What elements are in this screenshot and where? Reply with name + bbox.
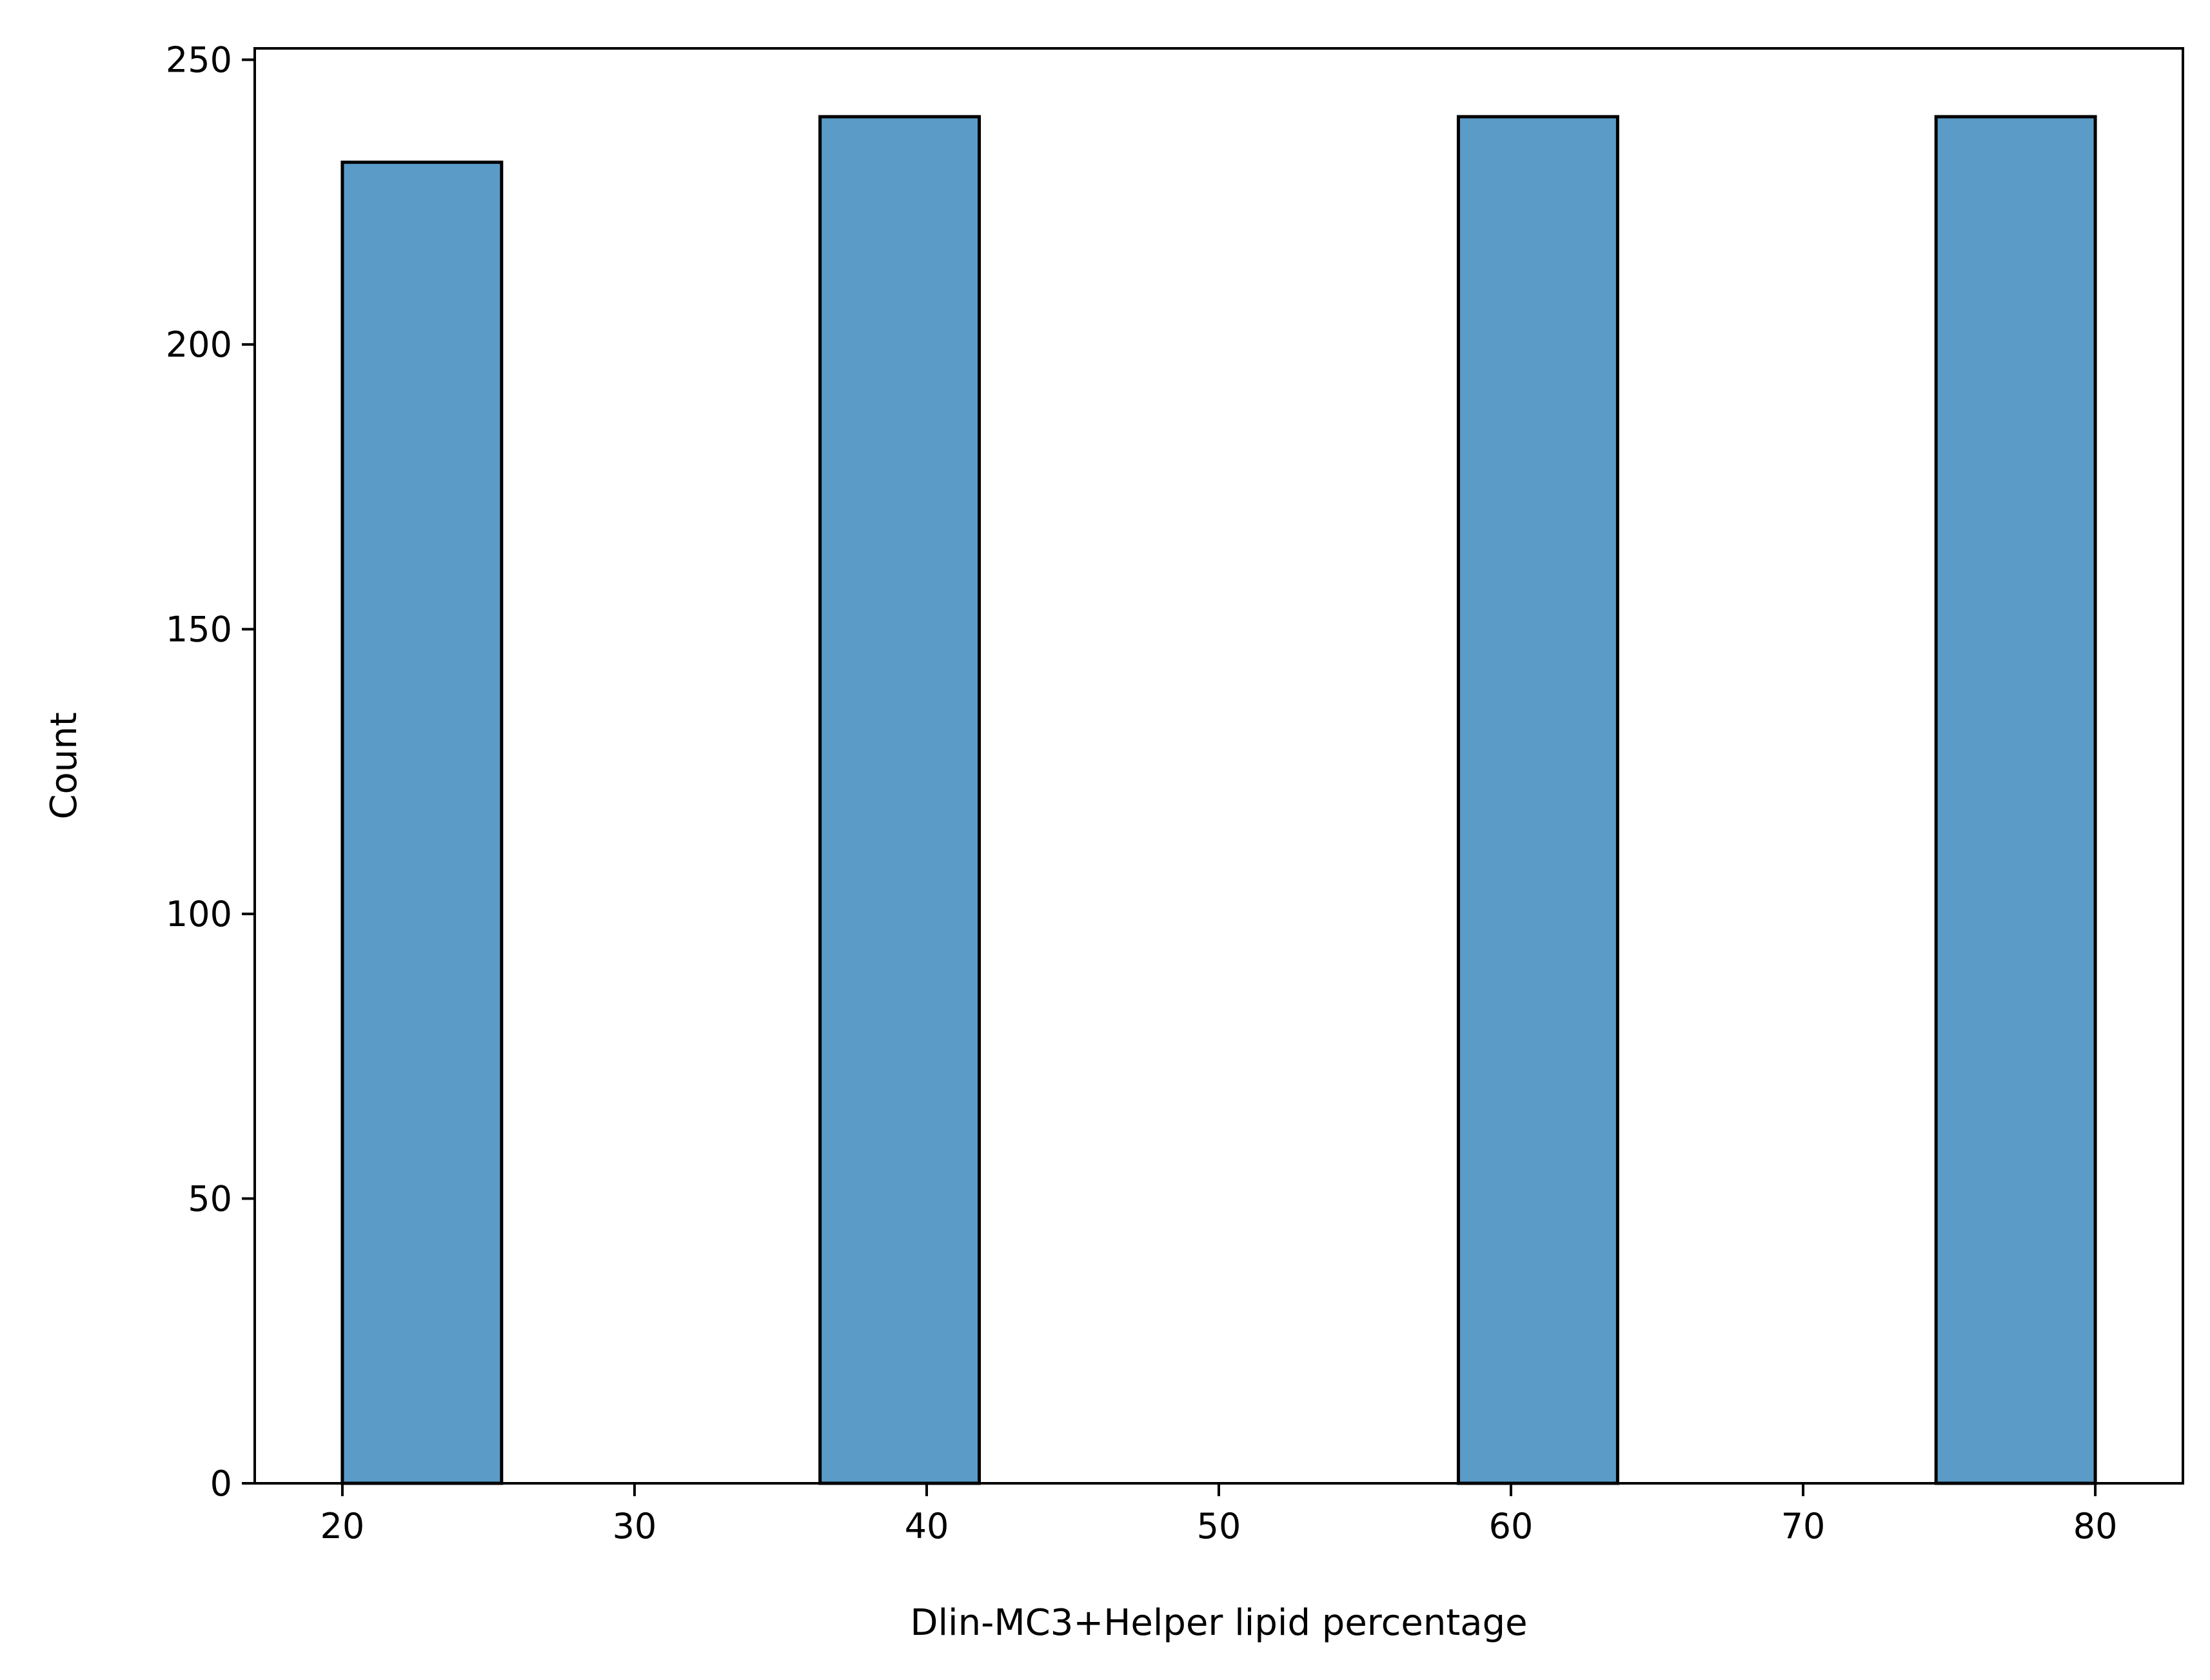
x-tick-label: 70 [1781, 1506, 1826, 1547]
y-tick-label: 0 [210, 1463, 232, 1504]
histogram-bar [340, 161, 504, 1485]
x-tick-label: 60 [1489, 1506, 1534, 1547]
y-tick-label: 50 [188, 1179, 232, 1220]
axes-frame [253, 47, 2184, 1485]
histogram-bar [818, 115, 982, 1485]
y-tick-label: 100 [166, 894, 232, 934]
histogram-bar [1456, 115, 1619, 1485]
y-axis-label: Count [43, 712, 85, 819]
x-tick-label: 20 [321, 1506, 365, 1547]
x-axis-label: Dlin-MC3+Helper lipid percentage [910, 1602, 1527, 1644]
x-tick-label: 80 [2073, 1506, 2118, 1547]
y-tick-label: 150 [166, 609, 232, 650]
x-axis: 20 30 40 50 60 70 80 [321, 1483, 2118, 1547]
bars-layer [340, 115, 2097, 1485]
y-tick-label: 250 [166, 40, 232, 81]
y-axis: 0 50 100 150 200 250 [166, 40, 255, 1504]
x-tick-label: 40 [905, 1506, 949, 1547]
histogram-bar [1934, 115, 2097, 1485]
x-tick-label: 50 [1197, 1506, 1241, 1547]
x-tick-label: 30 [613, 1506, 657, 1547]
y-tick-label: 200 [166, 324, 232, 365]
